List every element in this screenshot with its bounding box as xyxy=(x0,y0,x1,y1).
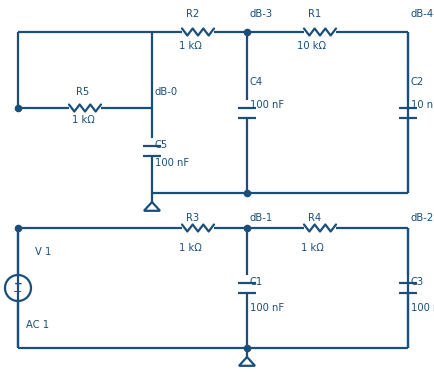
Text: 1 kΩ: 1 kΩ xyxy=(300,243,322,253)
Text: 100 nF: 100 nF xyxy=(250,303,283,313)
Point xyxy=(243,190,250,196)
Text: C2: C2 xyxy=(410,77,423,87)
Text: dB-1: dB-1 xyxy=(250,213,273,223)
Text: C1: C1 xyxy=(250,277,263,287)
Text: R1: R1 xyxy=(308,9,321,19)
Text: −: − xyxy=(13,287,23,297)
Text: dB-4: dB-4 xyxy=(410,9,433,19)
Text: R3: R3 xyxy=(186,213,199,223)
Text: 1 kΩ: 1 kΩ xyxy=(178,243,201,253)
Point xyxy=(243,345,250,351)
Text: C3: C3 xyxy=(410,277,423,287)
Text: 100 nF: 100 nF xyxy=(155,158,189,168)
Text: C5: C5 xyxy=(155,140,168,150)
Text: dB-3: dB-3 xyxy=(250,9,273,19)
Point xyxy=(14,225,21,231)
Text: 10 nF: 10 nF xyxy=(410,100,434,110)
Text: 100 nF: 100 nF xyxy=(410,303,434,313)
Text: 1 kΩ: 1 kΩ xyxy=(178,41,201,51)
Text: C4: C4 xyxy=(250,77,263,87)
Text: AC 1: AC 1 xyxy=(26,320,49,330)
Text: 1 kΩ: 1 kΩ xyxy=(72,115,94,125)
Point xyxy=(243,225,250,231)
Text: V 1: V 1 xyxy=(35,247,51,257)
Text: +: + xyxy=(13,279,22,289)
Point xyxy=(14,105,21,111)
Text: R4: R4 xyxy=(308,213,321,223)
Text: dB-2: dB-2 xyxy=(410,213,433,223)
Point xyxy=(243,29,250,35)
Text: 10 kΩ: 10 kΩ xyxy=(297,41,326,51)
Text: R2: R2 xyxy=(186,9,199,19)
Text: 100 nF: 100 nF xyxy=(250,100,283,110)
Text: R5: R5 xyxy=(76,87,89,97)
Text: dB-0: dB-0 xyxy=(155,87,178,97)
